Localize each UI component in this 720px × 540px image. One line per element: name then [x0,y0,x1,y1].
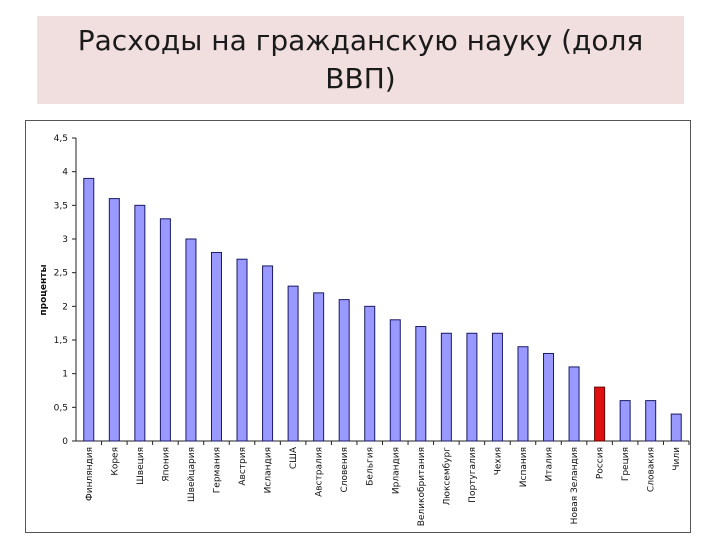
bar [543,352,555,442]
bar [619,400,631,442]
bar [389,319,401,442]
y-tick-label: 3 [62,235,68,245]
x-tick-label: Россия [596,447,606,479]
x-tick-label: Австрия [238,447,248,486]
x-tick-label: Корея [110,447,120,476]
y-tick-label: 4 [62,168,68,178]
bar [670,413,682,442]
bar [491,332,503,442]
bar [338,299,350,442]
x-tick-label: Чехия [493,447,503,475]
y-tick-label: 3,5 [54,201,68,211]
y-tick-label: 4,5 [54,134,68,144]
x-tick-label: Греция [621,447,631,481]
x-tick-label: Исландия [264,447,274,493]
bar [287,285,299,442]
bar [645,400,657,442]
x-tick-label: Австралия [315,447,325,497]
x-tick-label: США [289,446,299,469]
y-axis-label: проценты [39,264,49,315]
x-tick-label: Великобритания [417,447,427,526]
x-tick-label: Швеция [136,447,146,485]
bar [185,238,197,442]
y-tick-label: 2 [62,302,68,312]
y-tick-label: 0 [62,437,68,447]
x-tick-label: Люксембург [442,447,452,506]
bar [236,258,248,442]
x-tick-label: Италия [545,447,555,482]
page-title: Расходы на гражданскую науку (доля ВВП) [77,24,644,95]
bar [108,198,120,442]
y-tick-label: 1,5 [54,336,68,346]
bar [210,251,222,442]
x-tick-label: Швейцария [187,447,197,502]
bar [364,305,376,442]
bar [159,218,171,442]
bar [415,326,427,442]
bar [262,265,274,442]
x-tick-label: Бельгия [366,447,376,486]
x-tick-label: Финляндия [85,447,95,501]
y-tick-label: 2,5 [54,269,68,279]
x-tick-label: Португалия [468,447,478,503]
x-tick-label: Япония [161,447,171,482]
bar [83,177,95,442]
bar [440,332,452,442]
x-tick-label: Ирландия [391,447,401,494]
y-tick-label: 0,5 [54,403,68,413]
x-tick-label: Германия [212,447,222,493]
bar [134,204,146,442]
x-tick-label: Испания [519,447,529,487]
bar [313,292,325,442]
x-tick-label: Словакия [647,447,657,492]
bar [594,386,606,442]
bar [568,366,580,442]
x-tick-label: Новая Зеландия [570,447,580,524]
bar [517,346,529,442]
bar [466,332,478,442]
x-tick-label: Чили [672,447,682,471]
x-tick-label: Словения [340,447,350,493]
y-tick-label: 1 [62,370,68,380]
title-banner: Расходы на гражданскую науку (доля ВВП) [37,16,684,104]
